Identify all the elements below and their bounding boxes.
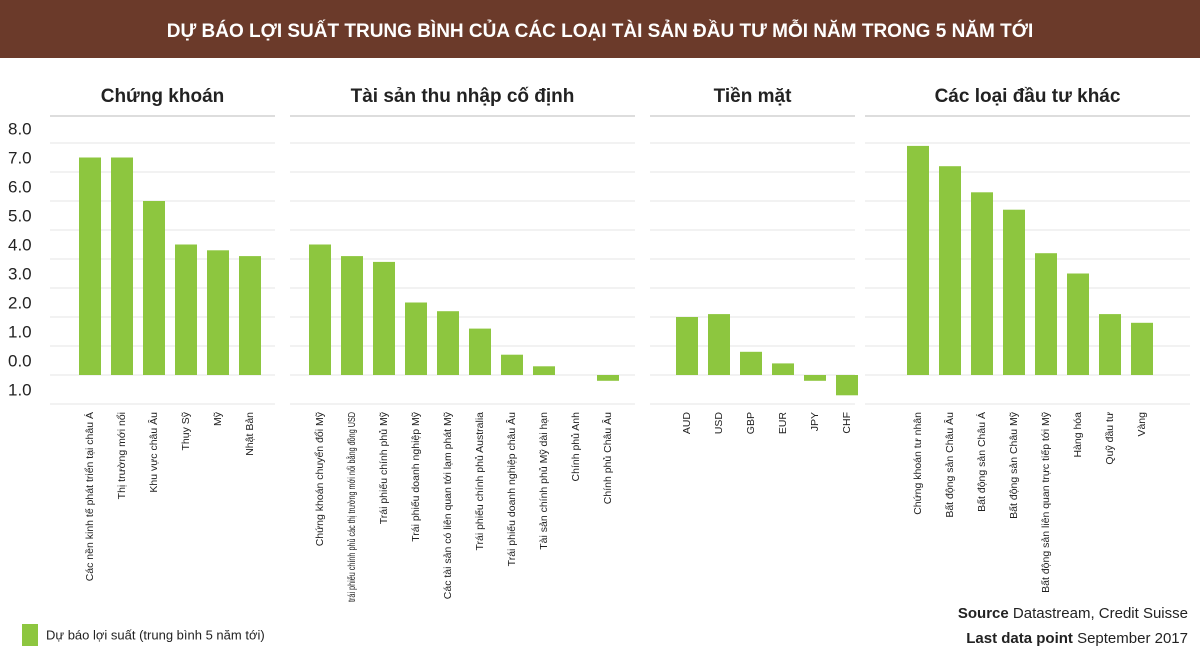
bar [533, 366, 555, 375]
last-data-text: September 2017 [1077, 630, 1188, 647]
bar [1067, 273, 1089, 375]
bar [207, 250, 229, 375]
x-tick-label: Hàng hóa [1072, 412, 1084, 458]
source-label: Source [958, 605, 1009, 622]
bar [143, 201, 165, 375]
y-tick-label: 5.0 [8, 206, 32, 225]
x-tick-label: Bất động sản Châu Âu [943, 412, 956, 518]
panel-title: Tiền mặt [714, 86, 792, 107]
y-tick-label: 6.0 [8, 177, 32, 196]
x-tick-label: Chính phủ Châu Âu [601, 412, 614, 504]
bar [907, 145, 929, 375]
source: Source Datastream, Credit Suisse [958, 605, 1188, 622]
x-tick-label: Tài sản chính phủ Mỹ dài hạn [538, 412, 550, 550]
y-tick-label: 0.0 [8, 351, 32, 370]
bar [1131, 322, 1153, 375]
x-tick-label: Trái phiếu chính phủ Australia [474, 412, 486, 551]
x-tick-label: Chứng khoán chuyển đổi Mỹ [314, 411, 326, 546]
legend-swatch [22, 624, 38, 646]
x-tick-label: Chính phủ Anh [570, 412, 582, 482]
bar [79, 157, 101, 375]
panel-title: Các loại đầu tư khác [935, 86, 1121, 107]
bar [341, 256, 363, 375]
x-tick-label: CHF [841, 412, 853, 434]
panel-title: Chứng khoán [101, 86, 225, 107]
x-tick-label: Vàng [1136, 412, 1148, 437]
bar [1099, 314, 1121, 375]
header-title: DỰ BÁO LỢI SUẤT TRUNG BÌNH CỦA CÁC LOẠI … [167, 20, 1033, 42]
x-tick-label: Bất động sản liên quan trực tiếp tới Mỹ [1040, 411, 1052, 593]
legend-label: Dự báo lợi suất (trung bình 5 năm tới) [46, 627, 265, 642]
bar [740, 351, 762, 375]
x-tick-label: trái phiếu chính phủ các thị trường mới … [345, 412, 358, 602]
bar [239, 256, 261, 375]
bar [437, 311, 459, 375]
y-tick-label: 8.0 [8, 119, 32, 138]
bar [772, 363, 794, 375]
last-data-point: Last data point September 2017 [966, 630, 1188, 647]
bar [1003, 209, 1025, 375]
x-tick-label: GBP [745, 412, 757, 434]
x-tick-label: EUR [777, 412, 789, 435]
x-tick-label: AUD [681, 412, 693, 435]
bar [111, 157, 133, 375]
bar [971, 192, 993, 375]
y-tick-label: 2.0 [8, 293, 32, 312]
x-tick-label: Trái phiếu doanh nghiệp Mỹ [410, 411, 422, 542]
y-tick-label: 3.0 [8, 264, 32, 283]
bar [597, 375, 619, 381]
bar [373, 261, 395, 375]
x-tick-label: Nhật Bản [244, 412, 256, 456]
bar [939, 166, 961, 375]
last-data-label: Last data point [966, 630, 1073, 647]
x-tick-label: Chứng khoán tư nhân [912, 412, 924, 515]
x-tick-label: Thị trường mới nổi [116, 412, 128, 499]
bar [405, 302, 427, 375]
x-tick-label: Các tài sản có liên quan tới lạm phát Mỹ [442, 411, 454, 599]
bar [469, 328, 491, 375]
x-tick-label: Thụy Sỹ [180, 411, 192, 450]
bar [1035, 253, 1057, 375]
bar [708, 314, 730, 375]
header-band [0, 0, 1200, 58]
bar [676, 317, 698, 375]
x-tick-label: Mỹ [212, 411, 224, 426]
source-text: Datastream, Credit Suisse [1013, 605, 1188, 622]
bar [804, 375, 826, 381]
x-tick-label: Các nền kinh tế phát triển tại châu Á [83, 412, 96, 581]
bar [836, 375, 858, 396]
bar [501, 354, 523, 375]
x-tick-label: Bất động sản Châu Mỹ [1008, 411, 1020, 519]
x-tick-label: Trái phiếu doanh nghiệp châu Âu [505, 412, 518, 566]
bar [309, 244, 331, 375]
x-tick-label: JPY [809, 412, 821, 431]
x-tick-label: Khu vực châu Âu [147, 412, 160, 493]
x-tick-label: Trái phiếu chính phủ Mỹ [378, 411, 390, 524]
y-tick-label: 7.0 [8, 148, 32, 167]
x-tick-label: Quỹ đầu tư [1104, 412, 1116, 465]
bar [175, 244, 197, 375]
y-tick-label: 4.0 [8, 235, 32, 254]
x-tick-label: USD [713, 412, 725, 435]
y-tick-label: 1.0 [8, 322, 32, 341]
x-tick-label: Bất động sản Châu Á [975, 412, 988, 512]
panel-title: Tài sản thu nhập cố định [351, 86, 575, 107]
y-tick-label: 1.0 [8, 380, 32, 399]
